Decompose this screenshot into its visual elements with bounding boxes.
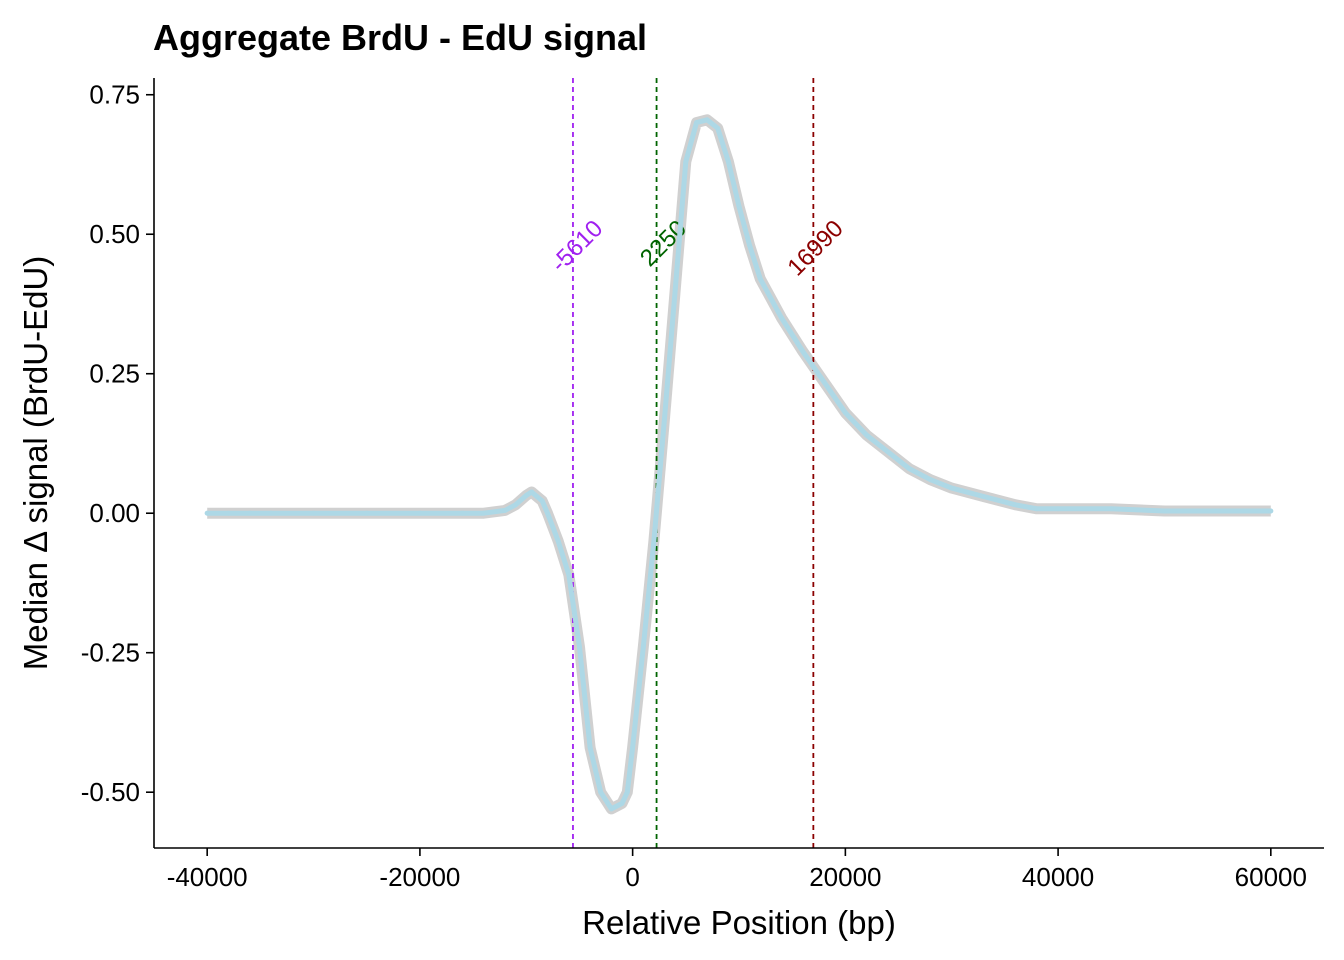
data-point	[555, 538, 561, 544]
data-point	[981, 494, 986, 499]
data-point	[757, 276, 763, 282]
series-line	[204, 117, 1274, 812]
data-point	[364, 510, 370, 516]
data-point	[843, 410, 848, 416]
y-axis-title: Median Δ signal (BrdU-EdU)	[17, 256, 54, 671]
data-point	[726, 159, 731, 165]
data-point	[1013, 502, 1018, 508]
data-point	[619, 801, 625, 806]
data-point	[226, 510, 231, 516]
data-point	[566, 572, 572, 577]
data-point	[715, 125, 721, 131]
vline-label-2: 16990	[782, 215, 848, 281]
x-axis-title: Relative Position (bp)	[582, 904, 896, 941]
x-axis-ticks: -40000 -20000 0 20000 40000 60000	[167, 848, 1307, 892]
data-point	[640, 644, 646, 650]
x-tick-label: 20000	[809, 862, 881, 892]
series-ribbon	[207, 114, 1271, 815]
data-point	[204, 510, 210, 516]
x-tick-label: -20000	[379, 862, 460, 892]
data-point	[460, 510, 465, 516]
y-axis-ticks: 0.75 0.50 0.25 0.00 -0.25 -0.50	[81, 80, 154, 807]
y-tick-label: -0.50	[81, 777, 140, 807]
data-point	[609, 806, 614, 812]
data-point	[694, 120, 699, 125]
data-point	[545, 510, 550, 516]
data-point	[1268, 508, 1274, 514]
data-point	[1215, 508, 1220, 514]
chart-title: Aggregate BrdU - EdU signal	[153, 17, 647, 58]
data-point	[481, 510, 487, 516]
data-point	[779, 315, 784, 321]
data-point	[624, 789, 630, 795]
data-point	[949, 485, 955, 491]
data-point	[539, 498, 545, 504]
data-point	[704, 117, 710, 123]
data-point	[1055, 506, 1061, 512]
y-tick-label: 0.75	[89, 80, 140, 110]
data-point	[1034, 506, 1040, 512]
y-tick-label: 0.50	[89, 219, 140, 249]
series-layer	[204, 117, 1274, 812]
data-point	[502, 508, 508, 513]
data-point	[598, 789, 604, 795]
data-point	[683, 159, 689, 165]
data-point	[630, 745, 635, 750]
data-point	[268, 510, 274, 516]
ribbon-layer	[207, 114, 1271, 815]
y-tick-label: 0.00	[89, 498, 140, 528]
x-tick-label: 40000	[1022, 862, 1094, 892]
data-point	[821, 379, 827, 385]
data-point	[747, 243, 752, 248]
data-point	[672, 287, 678, 293]
data-point	[1162, 508, 1167, 514]
data-point	[1108, 506, 1114, 512]
y-tick-label: 0.25	[89, 359, 140, 389]
data-point	[885, 449, 891, 455]
data-point	[523, 493, 529, 498]
data-point	[736, 203, 742, 209]
data-point	[587, 745, 593, 750]
data-point	[928, 477, 933, 483]
data-point	[577, 644, 582, 650]
data-point	[864, 432, 869, 438]
data-point	[417, 510, 423, 516]
y-tick-label: -0.25	[81, 638, 140, 668]
x-tick-label: -40000	[167, 862, 248, 892]
data-point	[800, 349, 806, 354]
vline-label-0: -5610	[546, 215, 609, 278]
data-point	[513, 502, 518, 508]
x-tick-label: 60000	[1235, 862, 1307, 892]
data-point	[529, 489, 534, 495]
data-point	[534, 494, 540, 499]
data-point	[906, 466, 912, 471]
data-point	[311, 510, 316, 516]
data-point	[662, 416, 667, 421]
data-point	[247, 510, 253, 516]
data-point	[651, 538, 657, 544]
x-tick-label: 0	[625, 862, 639, 892]
